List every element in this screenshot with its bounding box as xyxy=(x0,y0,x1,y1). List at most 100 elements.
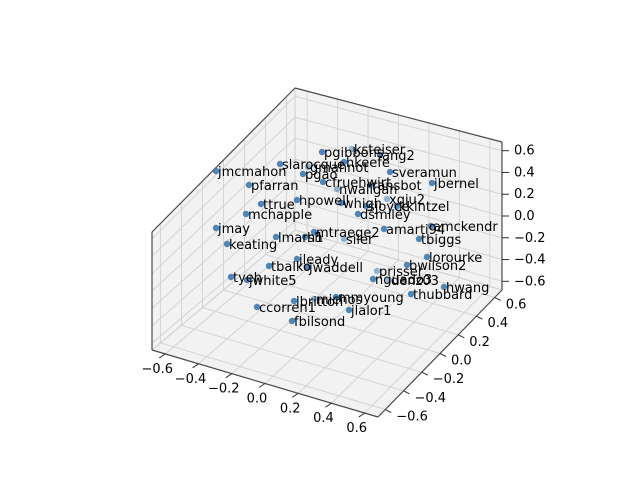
data-point xyxy=(340,235,348,243)
point-label: thubbard xyxy=(413,288,472,303)
z-tick-label: −0.2 xyxy=(514,231,546,246)
data-point xyxy=(354,210,362,218)
grid-line xyxy=(151,137,296,275)
y-tick xyxy=(385,409,392,413)
grid-line xyxy=(294,95,503,152)
pane-edge xyxy=(151,229,296,351)
data-point xyxy=(407,290,415,298)
data-point xyxy=(380,225,388,233)
data-point xyxy=(332,293,340,301)
point-label: whigh xyxy=(343,197,382,212)
data-point xyxy=(288,317,296,325)
data-point xyxy=(403,261,411,269)
y-tick xyxy=(421,371,428,376)
data-point xyxy=(253,303,261,311)
data-point xyxy=(293,255,301,263)
y-tick xyxy=(476,315,483,320)
z-tick-label: −0.6 xyxy=(514,274,546,289)
x-tick xyxy=(159,353,166,359)
point-label: hwang xyxy=(446,281,489,296)
x-tick xyxy=(358,412,365,418)
x-tick-label: 0.0 xyxy=(247,392,268,407)
data-point xyxy=(299,170,307,178)
data-point xyxy=(362,202,370,210)
data-point xyxy=(376,151,384,159)
x-tick-label: −0.6 xyxy=(142,362,174,377)
point-label: ang2 xyxy=(382,149,415,164)
data-point xyxy=(423,253,431,261)
pane-edge xyxy=(294,229,503,291)
grid-line xyxy=(294,116,503,173)
y-tick xyxy=(403,390,410,395)
point-label: michos xyxy=(316,293,363,308)
point-label: amckendr xyxy=(433,220,498,235)
grid-line xyxy=(294,137,503,195)
point-label: bwilson2 xyxy=(409,259,466,274)
y-tick-label: 0.2 xyxy=(469,335,490,350)
z-tick-label: 0.4 xyxy=(514,165,535,180)
data-point xyxy=(345,306,353,314)
grid-line xyxy=(331,277,460,404)
point-label: mtraege2 xyxy=(316,226,380,241)
data-points xyxy=(212,145,448,325)
point-label: jmay xyxy=(217,222,250,237)
y-tick-label: −0.2 xyxy=(433,372,465,387)
point-label: lorourke xyxy=(429,251,482,266)
point-label: cfruehwirt xyxy=(325,176,391,191)
point-label: nguado3 xyxy=(375,273,432,288)
x-tick-label: 0.2 xyxy=(280,401,301,416)
point-label: tyeh xyxy=(233,271,262,286)
y-tick-label: 0.0 xyxy=(451,354,472,369)
data-point xyxy=(318,148,326,156)
data-point xyxy=(373,267,381,275)
data-point xyxy=(366,181,374,189)
grid-line xyxy=(151,116,296,257)
data-point xyxy=(276,160,284,168)
tick-labels: −0.6−0.4−0.20.00.20.40.6−0.6−0.4−0.20.00… xyxy=(142,144,546,436)
point-label: jwaddell xyxy=(308,261,363,276)
point-label: amarti94 xyxy=(386,223,445,238)
data-point xyxy=(227,273,235,281)
point-label: ttrue xyxy=(263,198,295,213)
data-point xyxy=(415,235,423,243)
data-point xyxy=(245,181,253,189)
point-label: ksteiser xyxy=(354,143,406,158)
z-tick-label: 0.2 xyxy=(514,187,535,202)
data-point xyxy=(290,297,298,305)
y-tick-label: −0.4 xyxy=(415,391,447,406)
x-tick-label: −0.4 xyxy=(175,372,207,387)
point-label: dsmiley xyxy=(360,208,411,223)
data-point xyxy=(310,228,318,236)
point-label: tbiggs xyxy=(421,233,461,248)
y-tick xyxy=(458,334,465,339)
z-tick-label: −0.4 xyxy=(514,253,546,268)
point-label: lbritton xyxy=(296,295,343,310)
grid-line xyxy=(151,95,296,240)
point-label: fbilsond xyxy=(294,315,345,330)
y-tick-label: 0.4 xyxy=(487,316,508,331)
x-tick xyxy=(225,373,233,379)
z-tick-label: 0.0 xyxy=(514,209,535,224)
point-label: mmyoung xyxy=(338,291,404,306)
data-point xyxy=(427,222,435,230)
point-label: mchapple xyxy=(248,208,312,223)
point-label: hkeefe xyxy=(346,156,390,171)
point-label: jleady xyxy=(298,253,338,268)
point-label: lmarsh xyxy=(278,231,323,246)
data-point xyxy=(303,263,311,271)
grid-line xyxy=(286,236,495,298)
point-label: pgao xyxy=(305,168,337,183)
x-tick-label: 0.4 xyxy=(313,411,334,426)
data-point xyxy=(348,145,356,153)
data-point xyxy=(385,276,393,284)
data-point xyxy=(310,295,318,303)
data-point xyxy=(242,210,250,218)
point-label: pgibbons xyxy=(324,146,384,161)
y-tick xyxy=(494,297,501,301)
point-label: ccorren1 xyxy=(259,301,316,316)
data-point xyxy=(340,158,348,166)
data-point xyxy=(212,224,220,232)
point-label: jmcmahon xyxy=(217,165,287,180)
point-label: jbernel xyxy=(433,177,479,192)
